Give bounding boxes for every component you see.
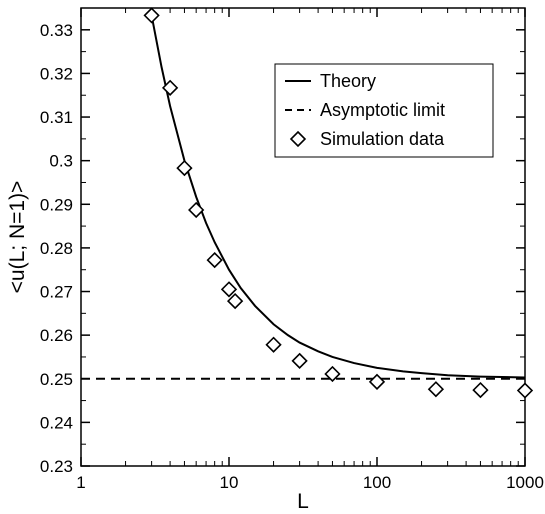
y-tick-label: 0.28 <box>40 239 73 258</box>
y-tick-label: 0.3 <box>49 152 73 171</box>
y-axis-title: <u(L; N=1)> <box>6 181 29 294</box>
simulation-data-point <box>472 381 489 399</box>
plot-frame <box>80 7 526 467</box>
simulation-data-point <box>188 201 205 219</box>
simulation-data-point <box>324 365 341 383</box>
y-tick-label: 0.23 <box>40 457 73 476</box>
simulation-data-point <box>368 373 386 390</box>
y-tick-label: 0.26 <box>40 326 73 345</box>
simulation-data-point <box>265 336 282 353</box>
x-tick-label: 1 <box>76 473 85 492</box>
y-tick-label: 0.24 <box>40 413 73 432</box>
y-tick-label: 0.27 <box>40 283 73 302</box>
simulation-data-point <box>226 292 244 310</box>
simulation-data-point <box>220 281 238 298</box>
simulation-data-point <box>143 7 160 24</box>
x-tick-label: 10 <box>220 473 239 492</box>
simulation-data-point <box>291 352 308 370</box>
legend-diamond-marker <box>289 130 307 148</box>
y-tick-label: 0.31 <box>40 108 73 127</box>
legend-box <box>274 63 494 158</box>
simulation-data-point <box>516 382 534 399</box>
y-tick-label: 0.25 <box>40 370 73 389</box>
y-tick-label: 0.29 <box>40 195 73 214</box>
simulation-data-point <box>161 79 179 96</box>
x-tick-label: 100 <box>363 473 391 492</box>
simulation-data-point <box>176 159 193 177</box>
legend-label: Theory <box>320 71 376 91</box>
y-tick-label: 0.33 <box>40 21 73 40</box>
legend-label: Simulation data <box>320 129 445 149</box>
x-axis-title: L <box>297 490 309 513</box>
x-tick-label: 1000 <box>506 473 544 492</box>
simulation-data-point <box>427 381 445 398</box>
theory-line <box>150 15 525 379</box>
simulation-data-point <box>206 251 223 269</box>
y-tick-label: 0.32 <box>40 64 73 83</box>
plot-area <box>81 15 525 380</box>
legend-label: Asymptotic limit <box>320 100 445 120</box>
